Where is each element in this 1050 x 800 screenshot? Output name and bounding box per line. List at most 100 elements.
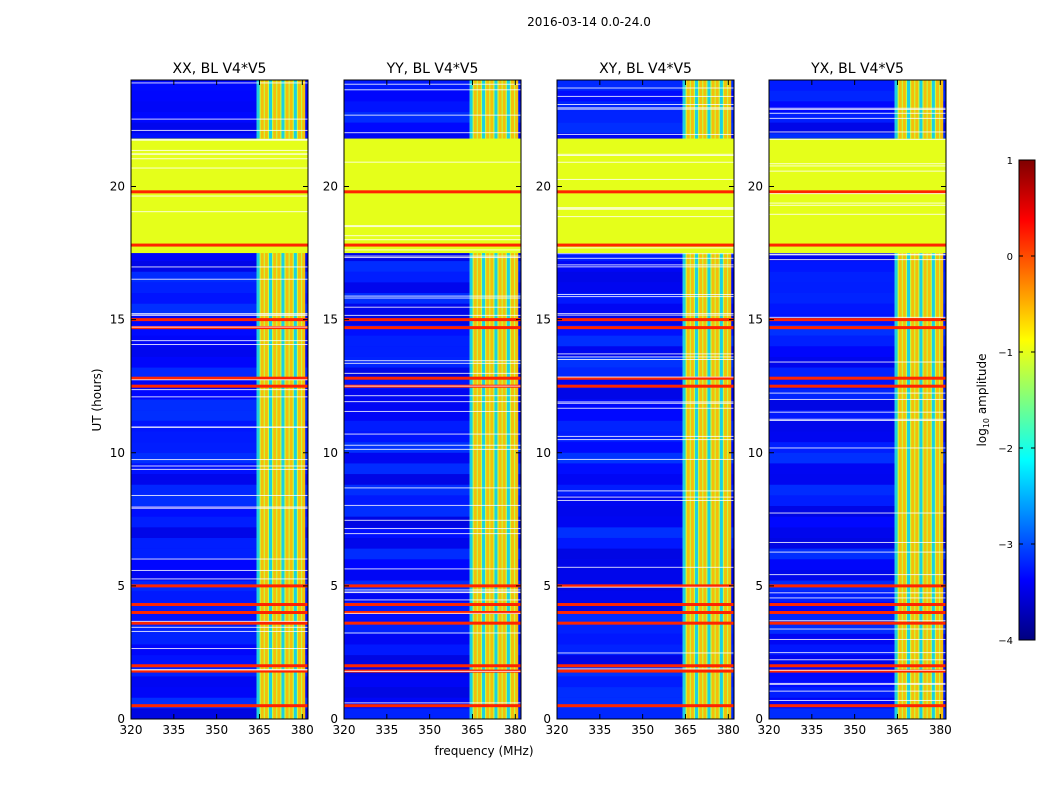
noise-row (557, 506, 734, 517)
noise-row (557, 378, 734, 389)
noise-row (557, 293, 734, 304)
band-stripe (482, 80, 486, 719)
dropout-line (131, 149, 308, 151)
noise-row (769, 346, 946, 357)
noise-row (131, 324, 308, 336)
flag-line (769, 190, 946, 194)
noise-row (131, 687, 308, 698)
noise-row (557, 399, 734, 411)
dropout-line (131, 465, 308, 467)
noise-row (557, 271, 734, 283)
dropout-line (557, 107, 734, 109)
dropout-line (557, 586, 734, 588)
y-tick-label: 10 (323, 446, 338, 460)
flag-line (131, 243, 308, 247)
noise-row (557, 452, 734, 464)
dropout-line (769, 699, 946, 701)
band-stripe (277, 80, 281, 719)
noise-row (769, 367, 946, 379)
noise-row (131, 261, 308, 272)
dropout-line (131, 626, 308, 628)
flag-line (557, 318, 734, 322)
dropout-line (769, 592, 946, 594)
dropout-line (344, 360, 521, 362)
noise-row (769, 559, 946, 570)
x-axis-label: frequency (MHz) (434, 744, 533, 758)
y-tick-label: 20 (323, 180, 338, 194)
colorbar-ticks: 1 0 −1 −2 −3 −4 (998, 156, 1035, 647)
noise-row (344, 452, 521, 464)
dropout-line (344, 114, 521, 116)
dropout-line (344, 83, 521, 85)
y-tick-label: 20 (536, 180, 551, 194)
dropout-line (131, 426, 308, 428)
y-tick-label: 10 (536, 446, 551, 460)
dropout-line (769, 620, 946, 622)
dropout-line (131, 669, 308, 671)
band-stripe (473, 80, 477, 719)
flag-line (131, 664, 308, 668)
flag-line (557, 584, 734, 588)
dropout-line (557, 161, 734, 163)
flag-line (131, 190, 308, 194)
dropout-line (131, 138, 308, 140)
dropout-line (344, 504, 521, 506)
noise-row (131, 250, 308, 262)
noise-row (344, 90, 521, 102)
x-tick-label: 320 (120, 723, 143, 737)
flag-line (131, 584, 308, 588)
flag-line (344, 704, 521, 708)
noise-row (131, 527, 308, 538)
noise-row (557, 463, 734, 475)
dropout-line (769, 138, 946, 140)
noise-row (131, 559, 308, 570)
dropout-line (557, 216, 734, 218)
x-tick-label: 380 (929, 723, 952, 737)
flag-line (769, 376, 946, 380)
flag-line (769, 669, 946, 673)
noise-row (557, 410, 734, 421)
dropout-line (557, 407, 734, 409)
noise-row (344, 378, 521, 389)
dropout-line (769, 682, 946, 684)
colorbar-tick-label: 1 (1007, 156, 1013, 167)
noise-row (344, 569, 521, 581)
band-stripe (490, 80, 494, 719)
colorbar-tick-label: −4 (998, 636, 1013, 647)
band-stripe (682, 80, 686, 719)
dropout-line (769, 447, 946, 449)
dropout-line (769, 652, 946, 654)
flag-line (557, 376, 734, 380)
noise-row (131, 697, 308, 709)
y-axis-label: UT (hours) (90, 368, 104, 431)
flag-line (769, 326, 946, 330)
dropout-line (769, 259, 946, 261)
dropout-line (769, 361, 946, 363)
dropout-line (344, 297, 521, 299)
flag-line (769, 584, 946, 588)
dropout-line (344, 372, 521, 374)
flag-line (557, 611, 734, 614)
noise-row (344, 324, 521, 336)
dropout-line (344, 235, 521, 237)
noise-row (344, 111, 521, 123)
noise-row (769, 431, 946, 443)
dropout-line (131, 340, 308, 342)
y-tick-label: 0 (543, 712, 551, 726)
noise-row (557, 559, 734, 570)
dropout-line (557, 353, 734, 355)
panel-title: XX, BL V4*V5 (173, 61, 267, 77)
x-tick-label: 320 (546, 723, 569, 737)
noise-row (131, 569, 308, 581)
noise-row (131, 708, 308, 719)
flag-line (344, 611, 521, 614)
noise-row (557, 346, 734, 357)
panel-frame (130, 79, 309, 720)
noise-row (131, 293, 308, 304)
noise-row (557, 250, 734, 262)
noise-row (131, 484, 308, 496)
noise-row (131, 399, 308, 411)
saturated-block (557, 138, 734, 254)
dropout-line (769, 316, 946, 318)
